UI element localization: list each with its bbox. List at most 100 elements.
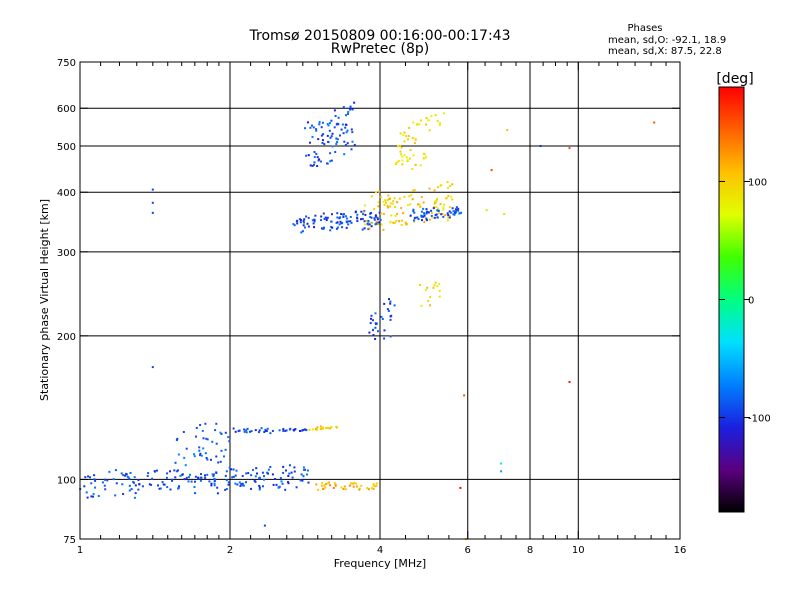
data-point xyxy=(424,289,427,292)
data-point xyxy=(258,486,261,489)
data-point xyxy=(418,203,421,206)
data-point xyxy=(303,218,306,221)
data-point xyxy=(319,160,322,163)
data-point xyxy=(194,480,196,483)
data-point xyxy=(175,439,178,441)
data-point xyxy=(500,470,503,473)
data-point xyxy=(442,206,445,209)
data-point xyxy=(405,135,407,138)
data-point xyxy=(378,190,381,193)
data-point xyxy=(436,207,439,210)
data-point xyxy=(242,484,245,487)
data-point xyxy=(153,470,156,472)
data-point xyxy=(347,223,350,226)
data-point xyxy=(375,482,378,485)
data-point xyxy=(272,483,275,486)
data-point xyxy=(241,475,244,477)
data-point xyxy=(304,127,306,130)
data-point xyxy=(230,468,233,471)
data-point xyxy=(416,203,419,206)
data-point xyxy=(374,215,377,218)
data-point xyxy=(216,486,219,489)
data-point xyxy=(342,132,345,135)
data-point xyxy=(326,426,329,429)
data-point xyxy=(436,285,439,288)
data-point xyxy=(176,437,179,440)
data-point xyxy=(330,220,333,223)
data-point xyxy=(199,452,202,455)
data-point xyxy=(223,455,225,458)
data-point xyxy=(386,204,389,207)
data-point xyxy=(199,479,202,482)
data-point xyxy=(397,160,400,163)
data-point xyxy=(281,482,284,485)
data-point xyxy=(447,216,450,219)
data-point xyxy=(92,495,94,498)
data-point xyxy=(460,211,463,214)
data-point xyxy=(282,428,285,431)
data-point xyxy=(410,194,413,197)
data-point xyxy=(369,322,372,325)
data-point xyxy=(412,210,415,213)
data-point xyxy=(361,217,364,220)
data-point xyxy=(392,200,395,203)
data-point xyxy=(407,135,410,137)
data-point xyxy=(195,427,198,429)
data-point xyxy=(322,139,324,141)
data-point xyxy=(343,485,346,488)
y-tick-label: 500 xyxy=(57,142,76,153)
x-tick-label: 8 xyxy=(527,545,533,556)
data-point xyxy=(397,145,399,148)
data-point xyxy=(352,482,355,485)
data-point xyxy=(375,220,378,223)
data-point xyxy=(302,429,305,431)
data-point xyxy=(350,148,353,151)
data-point xyxy=(220,449,223,452)
data-point xyxy=(423,214,426,217)
data-point xyxy=(282,465,285,468)
data-point xyxy=(411,168,414,170)
data-point xyxy=(313,220,316,223)
data-point xyxy=(114,469,117,472)
axis-ticks: 1 2 4 6 8 10 16 75 100 200 300 400 500 600 750 xyxy=(57,58,686,556)
data-point xyxy=(425,212,428,215)
data-point xyxy=(292,223,295,226)
data-point xyxy=(200,454,203,457)
data-point xyxy=(329,136,332,139)
data-point xyxy=(313,151,316,153)
data-point xyxy=(366,487,369,490)
data-point xyxy=(169,488,172,491)
data-point xyxy=(445,197,448,200)
data-point xyxy=(324,216,327,219)
data-point xyxy=(375,484,378,487)
data-point xyxy=(389,202,392,205)
data-point xyxy=(335,142,338,145)
data-point xyxy=(158,487,161,490)
data-point xyxy=(133,476,136,479)
data-point xyxy=(426,286,429,289)
data-point xyxy=(275,483,278,486)
data-point xyxy=(351,140,354,143)
y-tick-label: 750 xyxy=(57,58,76,69)
data-point xyxy=(263,524,266,527)
data-point xyxy=(421,219,423,222)
data-point xyxy=(447,214,450,217)
data-point xyxy=(434,281,437,284)
data-point xyxy=(331,226,334,229)
data-point xyxy=(301,479,304,482)
data-point xyxy=(367,220,370,223)
data-point xyxy=(302,466,305,469)
data-point xyxy=(306,469,309,472)
data-point xyxy=(424,156,427,159)
data-point xyxy=(106,479,109,482)
data-point xyxy=(339,220,342,223)
data-point xyxy=(151,188,154,191)
data-point xyxy=(213,484,216,487)
data-point xyxy=(434,114,437,117)
data-point xyxy=(307,121,309,124)
data-point xyxy=(322,426,325,429)
data-point xyxy=(364,223,367,226)
data-point xyxy=(365,219,368,222)
data-point xyxy=(442,215,445,218)
chart-title: Tromsø 20150809 00:16:00-00:17:43 xyxy=(249,28,511,44)
